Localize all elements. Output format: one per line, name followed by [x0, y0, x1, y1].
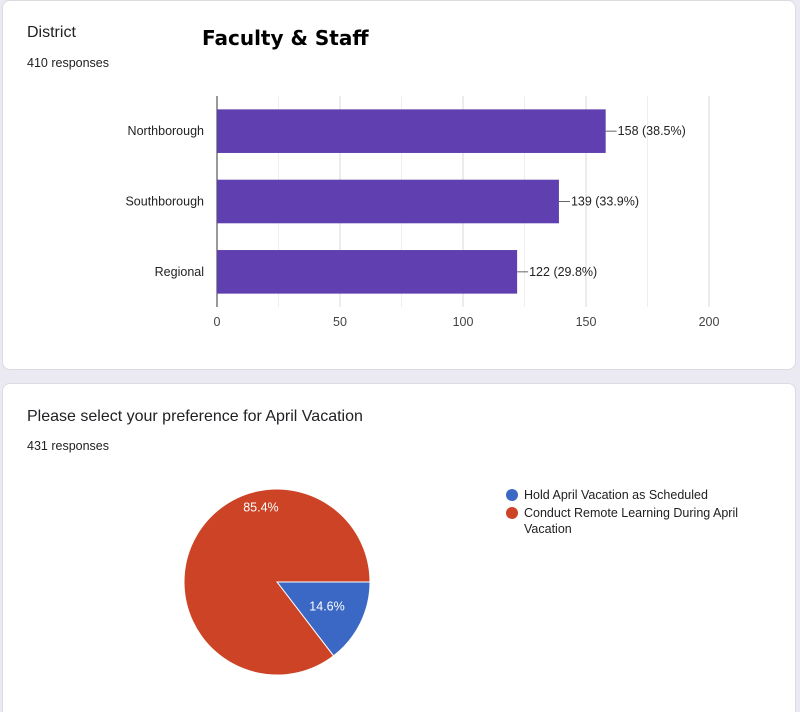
x-tick-label: 50 [333, 315, 347, 329]
category-label: Regional [155, 265, 204, 279]
vacation-response-count: 431 responses [27, 439, 110, 453]
legend-dot-scheduled [506, 489, 518, 501]
pie-slice-label: 14.6% [309, 600, 344, 614]
pie-slice-label: 85.4% [243, 500, 278, 514]
bar[interactable] [217, 179, 559, 224]
x-tick-label: 100 [453, 315, 474, 329]
faculty-staff-title: Faculty & Staff [202, 26, 369, 50]
legend-label-remote: Conduct Remote Learning During April Vac… [524, 506, 739, 536]
data-label: 122 (29.8%) [529, 265, 597, 279]
category-label: Northborough [128, 124, 204, 138]
x-tick-label: 0 [214, 315, 221, 329]
april-vacation-card [2, 383, 796, 712]
pie-legend: Hold April Vacation as Scheduled Conduct… [506, 487, 786, 539]
district-question-title: District [27, 24, 76, 41]
x-tick-label: 150 [576, 315, 597, 329]
vacation-question-title: Please select your preference for April … [27, 408, 363, 425]
district-response-count: 410 responses [27, 56, 110, 70]
pie-slice[interactable] [183, 488, 371, 676]
legend-item-remote[interactable]: Conduct Remote Learning During April Vac… [506, 505, 786, 537]
bar[interactable] [217, 109, 606, 153]
legend-dot-remote [506, 507, 518, 519]
bar[interactable] [217, 250, 518, 294]
legend-label-scheduled: Hold April Vacation as Scheduled [524, 488, 708, 502]
data-label: 158 (38.5%) [618, 124, 686, 138]
legend-item-scheduled[interactable]: Hold April Vacation as Scheduled [506, 487, 786, 503]
category-label: Southborough [125, 195, 204, 209]
pie-slice[interactable] [275, 581, 371, 657]
data-label: 139 (33.9%) [571, 195, 639, 209]
x-tick-label: 200 [699, 315, 720, 329]
